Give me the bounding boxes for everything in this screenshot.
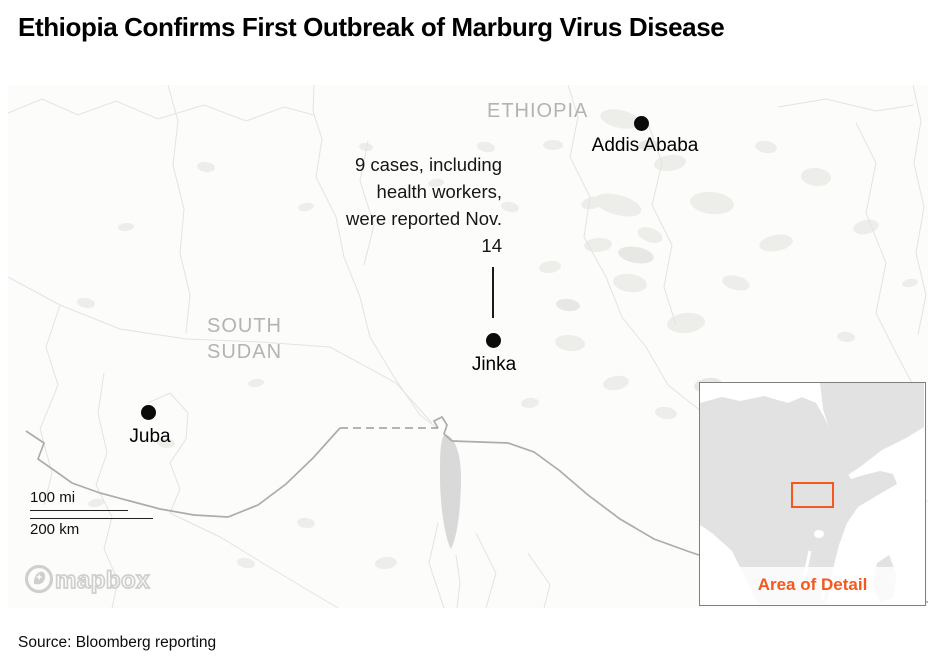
inset-continent (700, 383, 924, 604)
scale-kilometers-bar (30, 518, 153, 519)
case-annotation: 9 cases, including health workers, were … (346, 154, 502, 256)
map-canvas: ETHIOPIA SOUTH SUDAN 9 cases, including … (8, 85, 928, 608)
city-marker-juba (141, 405, 156, 420)
city-label-addis-ababa: Addis Ababa (591, 135, 699, 156)
lake-turkana (440, 434, 462, 549)
scale-miles-bar (30, 510, 128, 511)
area-of-detail-label: Area of Detail (757, 575, 868, 594)
city-label-juba: Juba (129, 426, 171, 447)
mapbox-wordmark: mapbox (55, 567, 150, 594)
scale-bar: 100 mi 200 km (30, 489, 153, 538)
mapbox-pin-icon: mapbox (24, 564, 151, 595)
source-note: Source: Bloomberg reporting (18, 634, 217, 651)
terrain-patches (77, 109, 918, 570)
mapbox-logo[interactable]: mapbox (23, 561, 163, 602)
scale-miles-label: 100 mi (30, 489, 76, 506)
inset-locator-map: Area of Detail (699, 382, 926, 606)
scale-kilometers-label: 200 km (30, 521, 80, 538)
annotation-leader-line (492, 267, 494, 318)
city-marker-addis-ababa (634, 116, 649, 131)
area-of-detail-rect (791, 482, 834, 508)
region-label-south-sudan: SOUTH SUDAN (207, 315, 283, 363)
city-label-jinka: Jinka (471, 354, 517, 375)
highland-patches (556, 139, 722, 393)
basemap-terrain (8, 85, 928, 608)
city-marker-jinka (486, 333, 501, 348)
admin-boundaries (8, 85, 928, 608)
region-label-ethiopia: ETHIOPIA (487, 100, 589, 122)
headline: Ethiopia Confirms First Outbreak of Marb… (18, 12, 725, 42)
